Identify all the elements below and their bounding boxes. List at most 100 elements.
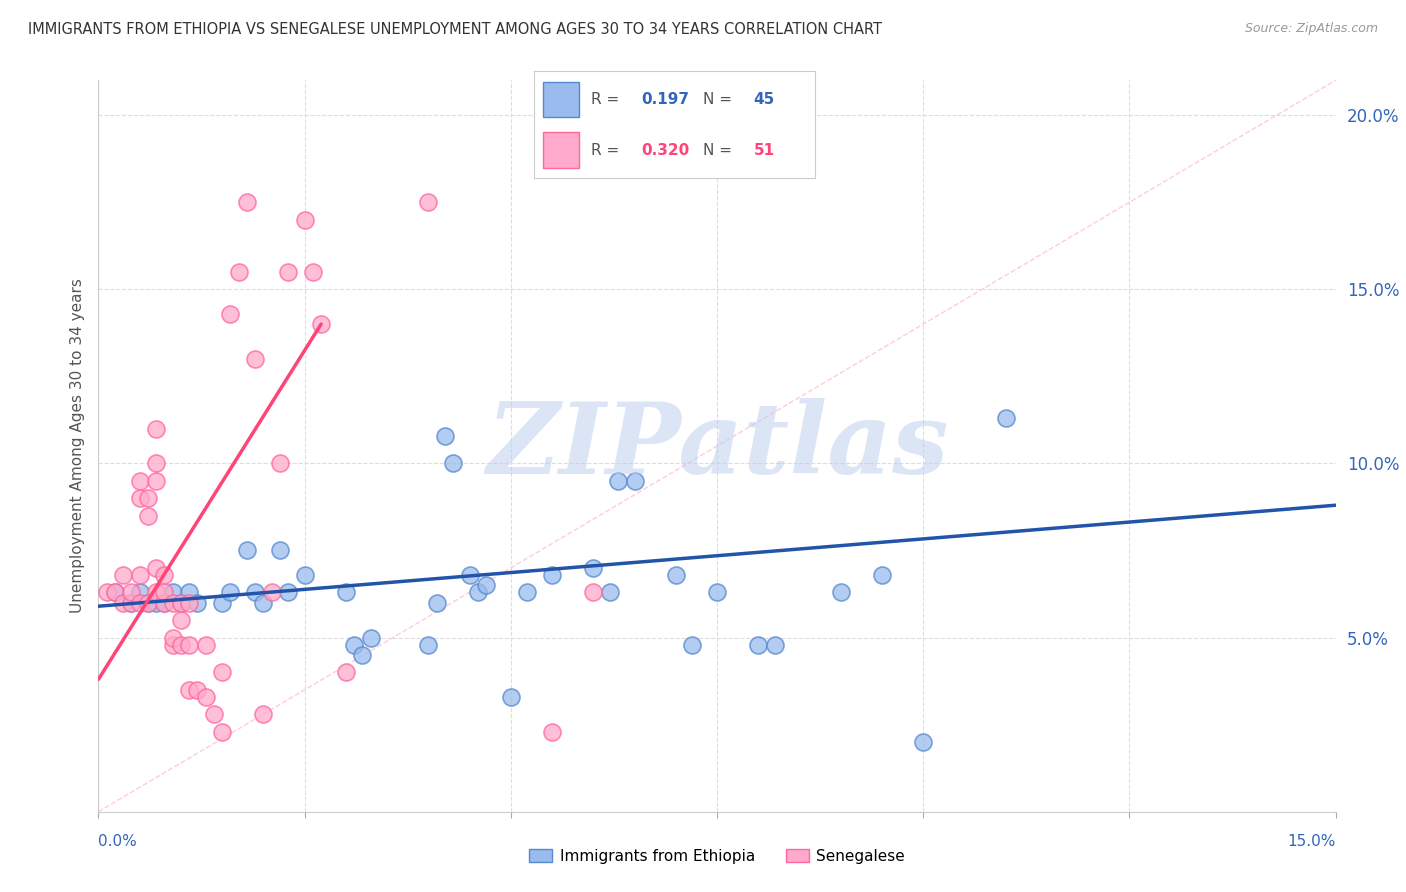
Point: [269, 457, 291, 471]
Point: [623, 474, 645, 488]
Point: [219, 307, 242, 321]
Point: [170, 596, 193, 610]
Point: [202, 707, 225, 722]
Point: [211, 596, 233, 610]
FancyBboxPatch shape: [543, 82, 579, 118]
Point: [441, 457, 464, 471]
Point: [162, 631, 184, 645]
Text: 15.0%: 15.0%: [1288, 834, 1336, 849]
Point: [335, 665, 357, 680]
Text: 0.197: 0.197: [641, 92, 689, 107]
FancyBboxPatch shape: [543, 132, 579, 168]
Point: [211, 665, 233, 680]
Point: [186, 682, 208, 697]
Point: [112, 567, 135, 582]
Text: 0.0%: 0.0%: [98, 834, 138, 849]
Point: [179, 682, 201, 697]
Point: [179, 596, 201, 610]
Point: [763, 638, 786, 652]
Point: [360, 631, 382, 645]
Text: R =: R =: [591, 143, 624, 158]
Point: [681, 638, 703, 652]
Y-axis label: Unemployment Among Ages 30 to 34 years: Unemployment Among Ages 30 to 34 years: [69, 278, 84, 614]
Point: [136, 491, 159, 506]
Text: ZIPatlas: ZIPatlas: [486, 398, 948, 494]
Point: [599, 585, 621, 599]
Point: [170, 596, 193, 610]
Point: [219, 585, 242, 599]
Point: [145, 561, 167, 575]
Point: [162, 596, 184, 610]
Point: [211, 724, 233, 739]
Point: [302, 265, 325, 279]
Point: [128, 585, 150, 599]
Text: IMMIGRANTS FROM ETHIOPIA VS SENEGALESE UNEMPLOYMENT AMONG AGES 30 TO 34 YEARS CO: IMMIGRANTS FROM ETHIOPIA VS SENEGALESE U…: [28, 22, 882, 37]
Point: [136, 508, 159, 523]
Point: [186, 596, 208, 610]
Point: [162, 585, 184, 599]
Point: [418, 195, 440, 210]
Point: [277, 585, 299, 599]
Point: [418, 638, 440, 652]
Point: [243, 585, 266, 599]
Point: [170, 638, 193, 652]
Point: [153, 596, 176, 610]
Point: [228, 265, 250, 279]
Point: [120, 596, 142, 610]
Point: [467, 585, 489, 599]
Text: N =: N =: [703, 92, 737, 107]
Point: [104, 585, 127, 599]
Text: 51: 51: [754, 143, 775, 158]
Point: [145, 585, 167, 599]
Point: [194, 638, 217, 652]
Text: R =: R =: [591, 92, 624, 107]
Point: [343, 638, 366, 652]
Point: [607, 474, 630, 488]
Point: [706, 585, 728, 599]
Point: [582, 561, 605, 575]
Point: [128, 491, 150, 506]
Text: N =: N =: [703, 143, 737, 158]
Point: [145, 421, 167, 435]
Point: [128, 596, 150, 610]
Point: [582, 585, 605, 599]
Point: [145, 474, 167, 488]
Point: [433, 428, 456, 442]
Point: [179, 638, 201, 652]
Point: [269, 543, 291, 558]
Point: [499, 690, 522, 704]
Point: [747, 638, 769, 652]
Point: [665, 567, 688, 582]
Point: [830, 585, 852, 599]
Point: [475, 578, 498, 592]
Point: [252, 707, 274, 722]
Point: [194, 690, 217, 704]
Text: Source: ZipAtlas.com: Source: ZipAtlas.com: [1244, 22, 1378, 36]
Point: [136, 596, 159, 610]
Point: [145, 457, 167, 471]
Point: [541, 724, 564, 739]
Point: [128, 567, 150, 582]
Point: [516, 585, 538, 599]
Point: [162, 638, 184, 652]
Point: [994, 411, 1017, 425]
Point: [252, 596, 274, 610]
Point: [96, 585, 118, 599]
Point: [120, 596, 142, 610]
Point: [153, 567, 176, 582]
Legend: Immigrants from Ethiopia, Senegalese: Immigrants from Ethiopia, Senegalese: [523, 843, 911, 870]
Point: [170, 613, 193, 627]
Point: [236, 195, 259, 210]
Point: [352, 648, 374, 662]
Point: [145, 596, 167, 610]
Point: [309, 317, 332, 331]
Text: 45: 45: [754, 92, 775, 107]
Point: [112, 596, 135, 610]
Point: [260, 585, 283, 599]
Point: [335, 585, 357, 599]
Point: [243, 351, 266, 366]
Point: [458, 567, 481, 582]
Point: [541, 567, 564, 582]
Point: [294, 567, 316, 582]
Point: [912, 735, 935, 749]
